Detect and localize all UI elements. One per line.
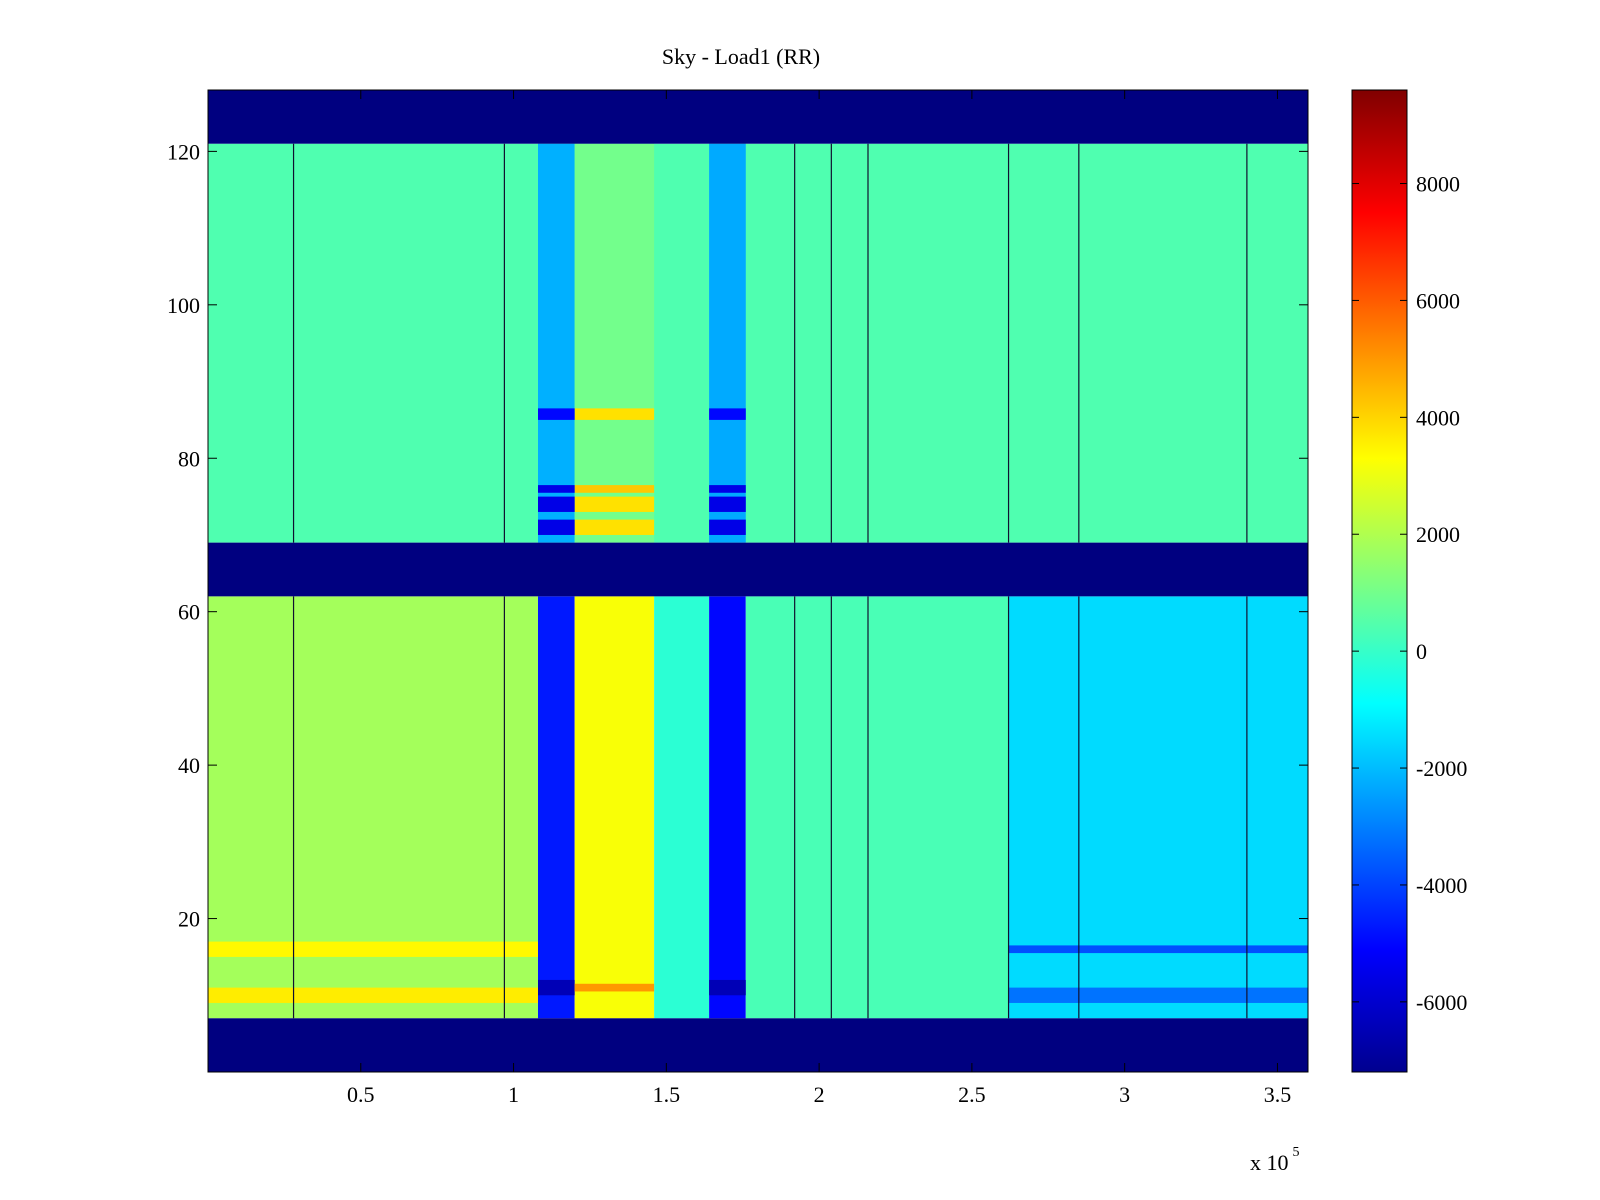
heatmap-row-streak — [709, 496, 746, 512]
heatmap-row-streak — [709, 519, 746, 535]
heatmap-row-streak — [1008, 945, 1308, 954]
heatmap-row-streak — [538, 485, 575, 493]
x-tick-label: 2 — [814, 1082, 825, 1107]
heatmap-region — [574, 596, 655, 1019]
heatmap-row-streak — [538, 519, 575, 535]
plot-axes-frame — [207, 89, 1309, 1073]
heatmap-region — [1008, 596, 1308, 1019]
heatmap-region — [574, 143, 655, 543]
colorbar-tick-label: -6000 — [1416, 990, 1467, 1015]
heatmap-row-streak — [709, 408, 746, 420]
heatmap-region — [538, 596, 575, 1019]
heatmap-row-streak — [538, 979, 575, 996]
masked-band — [208, 1018, 1308, 1072]
y-tick-label: 120 — [167, 139, 200, 164]
heatmap-row-streak — [709, 485, 746, 493]
colorbar-tick-label: 6000 — [1416, 288, 1460, 313]
heatmap-region — [538, 143, 575, 543]
heatmap-row-streak — [574, 496, 655, 512]
colorbar — [1351, 89, 1408, 1073]
y-tick-label: 20 — [178, 907, 200, 932]
x-axis-exponent: x 10 5 — [1250, 1145, 1300, 1175]
heatmap-region — [654, 596, 710, 1019]
heatmap-row-streak — [538, 408, 575, 420]
colorbar-tick-label: -4000 — [1416, 873, 1467, 898]
colorbar-tick-label: 2000 — [1416, 522, 1460, 547]
y-tick-label: 100 — [167, 293, 200, 318]
masked-band — [208, 542, 1308, 597]
x-tick-label: 2.5 — [958, 1082, 986, 1107]
y-tick-label: 40 — [178, 753, 200, 778]
x-axis: 0.5 1 1.5 2 2.5 3 3.5 — [347, 90, 1291, 1107]
y-axis: 20 40 60 80 100 120 — [167, 139, 1308, 932]
x-axis-exponent-power: 5 — [1293, 1145, 1300, 1160]
colorbar-axis: -6000 -4000 -2000 0 2000 4000 6000 8000 — [1352, 172, 1467, 1015]
x-axis-exponent-base: x 10 — [1250, 1150, 1289, 1175]
masked-band — [208, 90, 1308, 144]
heatmap-region — [745, 596, 1009, 1019]
x-tick-label: 1 — [508, 1082, 519, 1107]
chart-title: Sky - Load1 (RR) — [662, 44, 820, 69]
heatmap-region — [208, 143, 1308, 543]
x-tick-label: 3.5 — [1264, 1082, 1292, 1107]
heatmap-cells — [208, 90, 1308, 1072]
colorbar-tick-label: -2000 — [1416, 756, 1467, 781]
x-tick-label: 1.5 — [653, 1082, 681, 1107]
x-tick-label: 3 — [1119, 1082, 1130, 1107]
heatmap-row-streak — [208, 987, 538, 1003]
colorbar-tick-label: 0 — [1416, 639, 1427, 664]
heatmap-row-streak — [709, 979, 746, 996]
y-tick-label: 80 — [178, 446, 200, 471]
colorbar-tick-label: 4000 — [1416, 405, 1460, 430]
heatmap-row-streak — [574, 408, 655, 420]
heatmap-region — [709, 143, 746, 543]
heatmap-row-streak — [1008, 987, 1308, 1003]
heatmap-row-streak — [538, 496, 575, 512]
heatmap-row-streak — [208, 941, 538, 957]
heatmap-row-streak — [574, 519, 655, 535]
heatmap-region — [709, 596, 746, 1019]
colorbar-tick-label: 8000 — [1416, 172, 1460, 197]
heatmap-row-streak — [574, 485, 655, 493]
heatmap-row-streak — [574, 983, 655, 992]
y-tick-label: 60 — [178, 600, 200, 625]
x-tick-label: 0.5 — [347, 1082, 375, 1107]
